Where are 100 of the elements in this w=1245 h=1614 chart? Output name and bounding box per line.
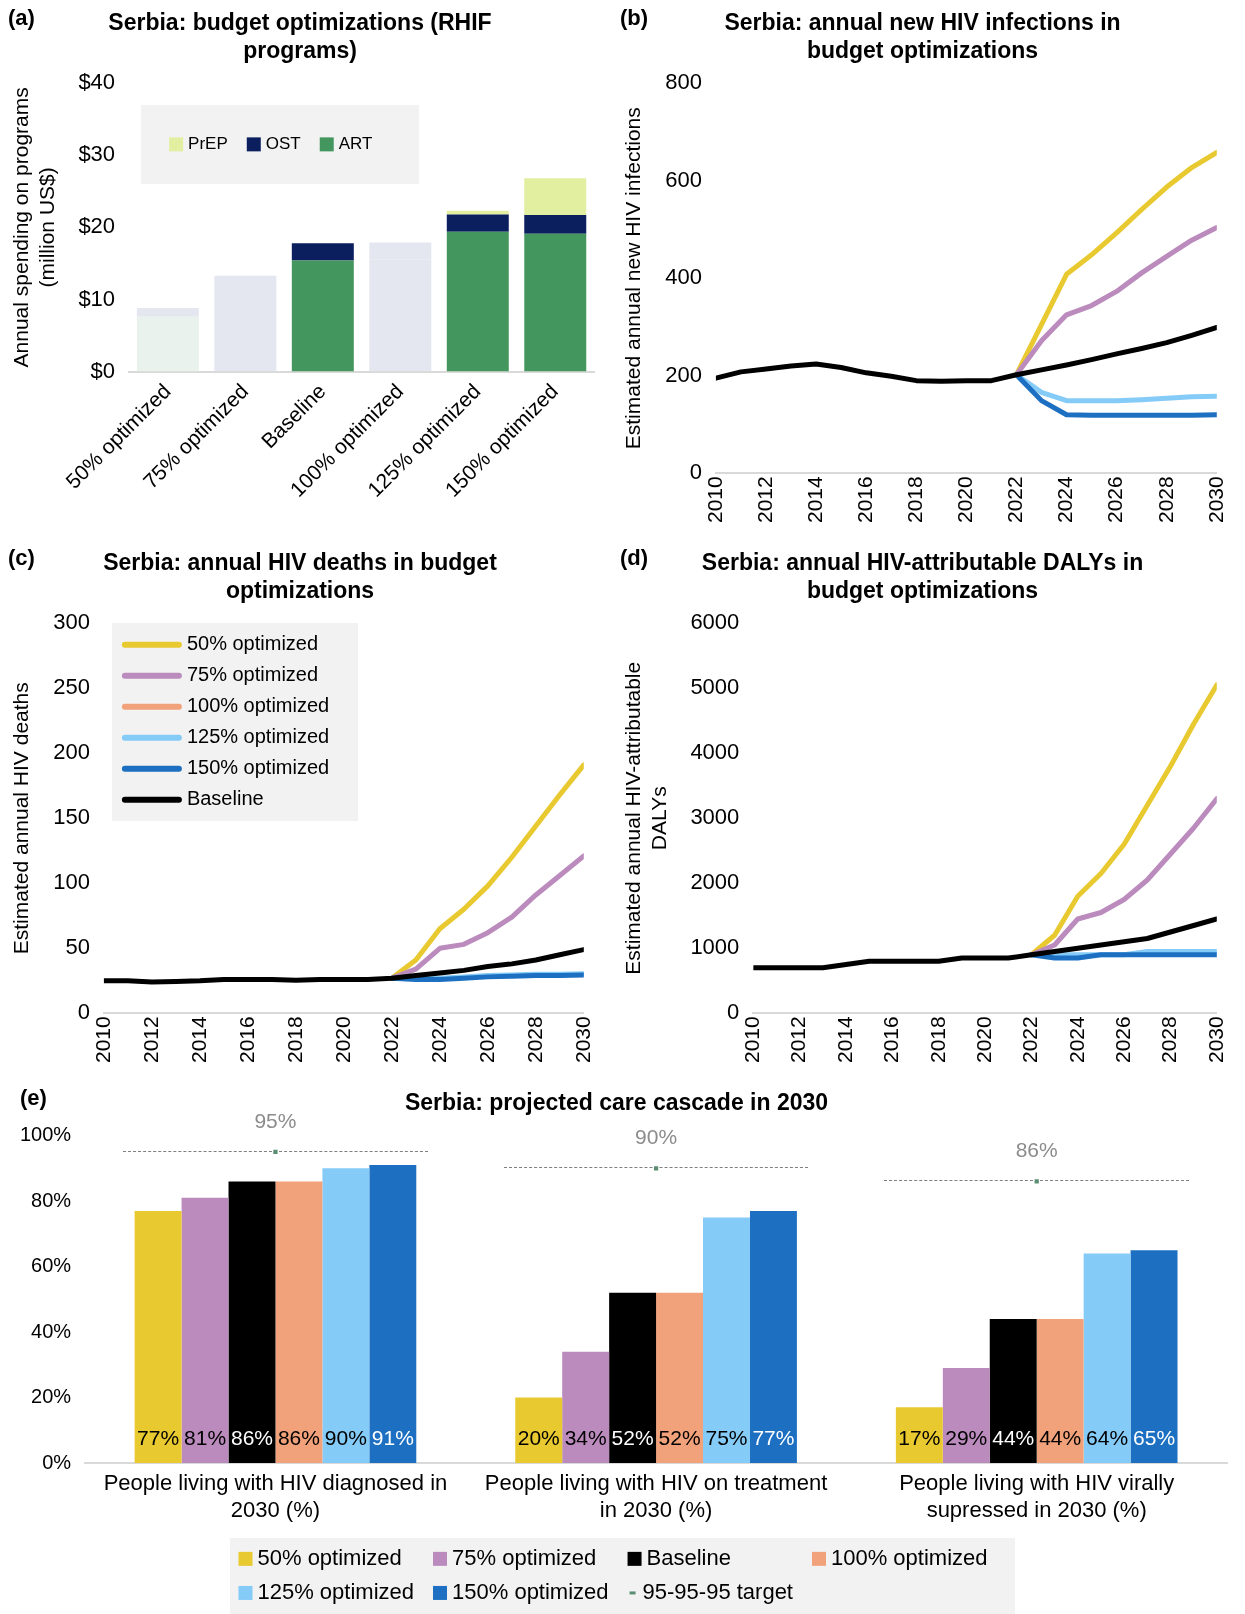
- y-tick-label: 2000: [690, 869, 740, 895]
- text: (d): [620, 545, 649, 571]
- y-tick-label: 300: [53, 609, 90, 635]
- data-label: 44%: [992, 1425, 1035, 1449]
- legend-label: 95-95-95 target: [642, 1579, 793, 1605]
- legend-label: PrEP: [188, 134, 228, 154]
- y-tick-label: 100%: [20, 1123, 72, 1146]
- legend-label: 75% optimized: [186, 663, 319, 686]
- x-tick-label: 2010: [740, 1016, 764, 1063]
- y-tick-label: 800: [665, 69, 702, 95]
- y-tick-label: 250: [53, 674, 90, 700]
- x-tick-label: 2024: [1053, 475, 1077, 523]
- x-tick-label: People living with HIV virally supressed in 2030 (%): [899, 1470, 1175, 1522]
- chart-title: Serbia: budget optimizations (RHIF programs): [108, 9, 492, 63]
- x-tick-label: 2018: [903, 476, 927, 523]
- x-tick-label: 2030: [1203, 1016, 1227, 1063]
- y-tick-label: 0: [727, 999, 740, 1025]
- x-tick-label: 2030: [570, 1016, 594, 1063]
- data-label: 81%: [184, 1425, 227, 1449]
- data-label: 34%: [564, 1425, 607, 1449]
- y-axis-title: Estimated annual HIV deaths: [9, 682, 33, 955]
- legend-label: 75% optimized: [452, 1544, 597, 1570]
- y-tick-label: 3000: [690, 804, 740, 830]
- x-tick-label: 2010: [90, 1016, 114, 1063]
- data-label: 77%: [752, 1425, 795, 1449]
- data-label: 52%: [611, 1425, 654, 1449]
- x-tick-label: 2020: [953, 476, 977, 523]
- x-tick-label: 2028: [522, 1016, 546, 1063]
- x-tick-label: 2018: [925, 1016, 949, 1063]
- y-tick-label: $10: [78, 285, 116, 311]
- y-tick-label: 80%: [31, 1188, 72, 1211]
- y-tick-label: 0%: [42, 1450, 72, 1473]
- x-tick-label: 2010: [702, 476, 726, 523]
- y-tick-label: 40%: [31, 1319, 72, 1342]
- text: (c): [8, 545, 35, 571]
- data-label: 75%: [705, 1425, 748, 1449]
- chart-title: Serbia: projected care cascade in 2030: [404, 1089, 829, 1116]
- x-tick-label: 2014: [802, 475, 826, 523]
- y-tick-label: 6000: [690, 609, 740, 635]
- data-label: 91%: [371, 1425, 414, 1449]
- data-label: 90%: [635, 1125, 678, 1149]
- legend-label: 50% optimized: [186, 632, 319, 655]
- text: (a): [8, 5, 35, 31]
- y-tick-label: 150: [53, 804, 90, 830]
- x-tick-label: 2026: [474, 1016, 498, 1063]
- x-tick-label: 2024: [1064, 1015, 1088, 1063]
- y-tick-label: 60%: [31, 1254, 72, 1277]
- x-tick-label: People living with HIV diagnosed in 2030 (%): [103, 1470, 448, 1522]
- data-label: 77%: [137, 1425, 180, 1449]
- y-tick-label: 4000: [690, 739, 740, 765]
- y-axis-title: Annual spending on programs (million US$): [9, 87, 58, 368]
- data-label: 52%: [658, 1425, 701, 1449]
- y-tick-label: 20%: [31, 1385, 72, 1408]
- y-tick-label: $40: [78, 69, 116, 95]
- legend-label: 50% optimized: [257, 1544, 402, 1570]
- x-tick-label: 2016: [852, 476, 876, 523]
- x-tick-label: 2012: [752, 476, 776, 523]
- legend-label: ART: [338, 134, 373, 154]
- x-tick-label: 2028: [1157, 1016, 1181, 1063]
- data-label: 20%: [517, 1425, 560, 1449]
- x-tick-label: 2024: [426, 1015, 450, 1063]
- data-label: 65%: [1133, 1425, 1176, 1449]
- x-tick-label: 2020: [330, 1016, 354, 1063]
- legend-label: 100% optimized: [830, 1544, 988, 1570]
- y-tick-label: 50: [65, 934, 90, 960]
- y-tick-label: $20: [78, 213, 116, 239]
- data-label: 86%: [230, 1425, 273, 1449]
- legend-label: 125% optimized: [257, 1579, 415, 1605]
- y-axis-title: Estimated annual HIV-attributable DALYs: [621, 661, 670, 975]
- y-tick-label: 100: [53, 869, 90, 895]
- data-label: 29%: [945, 1425, 988, 1449]
- text: (b): [620, 5, 649, 31]
- x-tick-label: 2022: [1003, 476, 1027, 523]
- x-tick-label: 2028: [1153, 476, 1177, 523]
- legend-label: 125% optimized: [186, 725, 330, 748]
- x-tick-label: 2026: [1110, 1016, 1134, 1063]
- legend-label: 100% optimized: [186, 694, 330, 717]
- data-label: 86%: [1015, 1138, 1058, 1162]
- y-tick-label: 5000: [690, 674, 740, 700]
- chart-title: Serbia: annual HIV deaths in budget optimizations: [103, 549, 498, 603]
- x-tick-label: 2030: [1203, 476, 1227, 523]
- x-tick-label: 2012: [786, 1016, 810, 1063]
- x-tick-label: 2022: [378, 1016, 402, 1063]
- y-tick-label: 200: [665, 361, 702, 387]
- legend-label: Baseline: [186, 787, 264, 810]
- data-label: 64%: [1086, 1425, 1129, 1449]
- y-tick-label: 0: [689, 459, 702, 485]
- data-label: 44%: [1039, 1425, 1082, 1449]
- x-tick-label: 2026: [1103, 476, 1127, 523]
- x-tick-label: 2018: [282, 1016, 306, 1063]
- y-tick-label: 400: [665, 264, 702, 290]
- legend-label: 150% optimized: [186, 756, 330, 779]
- data-label: 86%: [277, 1425, 320, 1449]
- y-tick-label: 1000: [690, 934, 740, 960]
- x-tick-label: 2020: [971, 1016, 995, 1063]
- y-tick-label: $0: [90, 357, 116, 383]
- y-tick-label: 200: [53, 739, 90, 765]
- y-tick-label: 0: [77, 999, 90, 1025]
- chart-title: Serbia: annual HIV-attributable DALYs in budget optimizations: [701, 549, 1144, 603]
- y-tick-label: $30: [78, 141, 116, 167]
